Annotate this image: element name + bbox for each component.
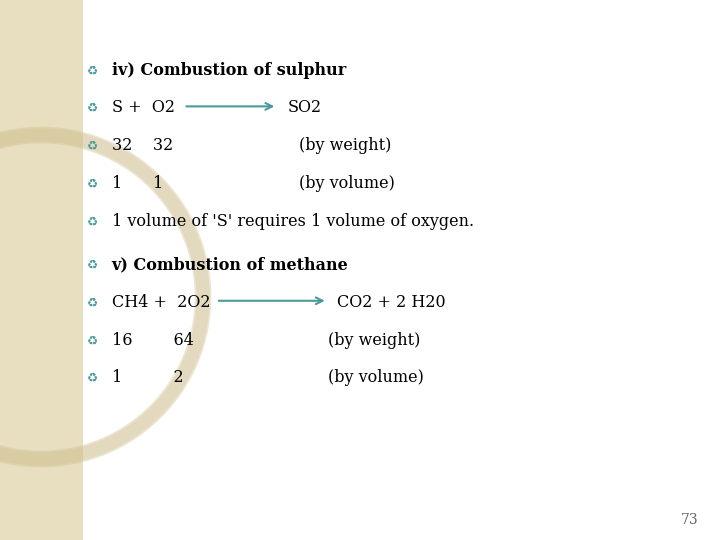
Text: (by weight): (by weight) [328,332,420,349]
Text: ♻: ♻ [86,334,98,347]
Text: ♻: ♻ [86,296,98,309]
Text: 73: 73 [681,512,698,526]
Text: v) Combustion of methane: v) Combustion of methane [112,256,348,273]
Text: iv) Combustion of sulphur: iv) Combustion of sulphur [112,62,346,79]
Text: ♻: ♻ [86,64,98,77]
Text: 32    32: 32 32 [112,137,173,154]
Text: ♻: ♻ [86,139,98,152]
Text: 16        64: 16 64 [112,332,194,349]
Text: ♻: ♻ [86,372,98,384]
Text: (by weight): (by weight) [299,137,391,154]
Text: ♻: ♻ [86,177,98,190]
Text: (by volume): (by volume) [299,175,395,192]
Text: ♻: ♻ [86,215,98,228]
Text: ♻: ♻ [86,102,98,114]
Text: (by volume): (by volume) [328,369,423,387]
Text: SO2: SO2 [288,99,322,117]
Text: 1 volume of 'S' requires 1 volume of oxygen.: 1 volume of 'S' requires 1 volume of oxy… [112,213,474,230]
Text: 1      1: 1 1 [112,175,163,192]
Bar [0,0,83,540]
Text: CH4 +  2O2: CH4 + 2O2 [112,294,210,311]
Text: CO2 + 2 H20: CO2 + 2 H20 [337,294,446,311]
Text: 1          2: 1 2 [112,369,183,387]
Text: ♻: ♻ [86,258,98,271]
Text: S +  O2: S + O2 [112,99,174,117]
